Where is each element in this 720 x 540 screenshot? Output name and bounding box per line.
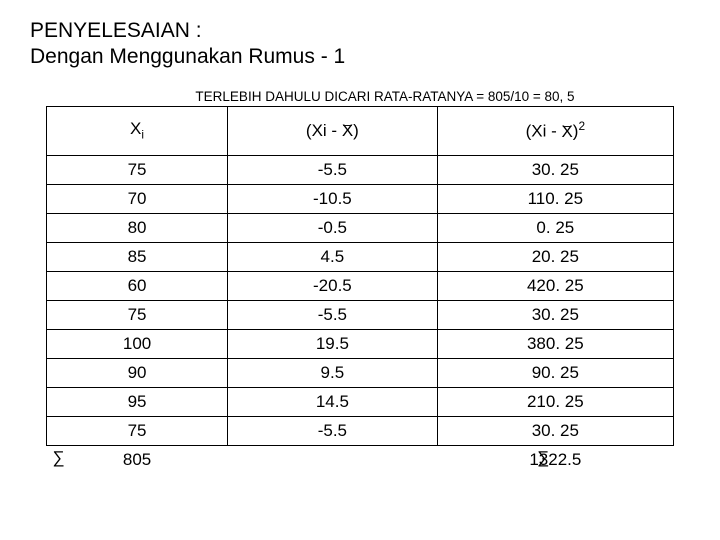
- cell-xi: 75: [47, 300, 228, 329]
- table-row: 70 -10.5 110. 25: [47, 184, 674, 213]
- cell-xi: 90: [47, 358, 228, 387]
- cell-squared: 20. 25: [437, 242, 673, 271]
- table-row: 85 4.5 20. 25: [47, 242, 674, 271]
- table-row: 90 9.5 90. 25: [47, 358, 674, 387]
- cell-deviation: -0.5: [228, 213, 438, 242]
- cell-squared: 30. 25: [437, 155, 673, 184]
- table-caption: TERLEBIH DAHULU DICARI RATA-RATANYA = 80…: [30, 89, 690, 104]
- col-header-squared: (Xi - _X)2: [437, 106, 673, 155]
- cell-deviation: 14.5: [228, 387, 438, 416]
- cell-xi: 60: [47, 271, 228, 300]
- table-row: 75 -5.5 30. 25: [47, 155, 674, 184]
- table-row: 80 -0.5 0. 25: [47, 213, 674, 242]
- cell-squared: 210. 25: [437, 387, 673, 416]
- cell-squared: 420. 25: [437, 271, 673, 300]
- cell-deviation: -5.5: [228, 300, 438, 329]
- sum-dev-cell: [228, 445, 438, 474]
- cell-deviation: -5.5: [228, 416, 438, 445]
- sigma-icon: ∑: [53, 448, 65, 468]
- col-header-xi: Xi: [47, 106, 228, 155]
- cell-deviation: -20.5: [228, 271, 438, 300]
- cell-squared: 90. 25: [437, 358, 673, 387]
- cell-deviation: -10.5: [228, 184, 438, 213]
- cell-xi: 100: [47, 329, 228, 358]
- cell-deviation: 4.5: [228, 242, 438, 271]
- table-row: 75 -5.5 30. 25: [47, 300, 674, 329]
- cell-squared: 30. 25: [437, 300, 673, 329]
- cell-squared: 30. 25: [437, 416, 673, 445]
- cell-deviation: -5.5: [228, 155, 438, 184]
- cell-xi: 85: [47, 242, 228, 271]
- heading-line2: Dengan Menggunakan Rumus - 1: [30, 44, 690, 70]
- sum-xi: 805: [123, 450, 151, 469]
- sum-xi-cell: ∑ 805: [47, 445, 228, 474]
- cell-squared: 380. 25: [437, 329, 673, 358]
- cell-xi: 80: [47, 213, 228, 242]
- sum-sq-cell: ∑ 1322.5: [437, 445, 673, 474]
- table-row: 60 -20.5 420. 25: [47, 271, 674, 300]
- cell-squared: 110. 25: [437, 184, 673, 213]
- cell-xi: 75: [47, 416, 228, 445]
- cell-xi: 95: [47, 387, 228, 416]
- cell-xi: 70: [47, 184, 228, 213]
- sigma-icon: ∑: [537, 448, 549, 468]
- cell-deviation: 9.5: [228, 358, 438, 387]
- cell-squared: 0. 25: [437, 213, 673, 242]
- heading-line1: PENYELESAIAN :: [30, 18, 690, 44]
- table-row: 75 -5.5 30. 25: [47, 416, 674, 445]
- table-row: 100 19.5 380. 25: [47, 329, 674, 358]
- table-row: 95 14.5 210. 25: [47, 387, 674, 416]
- cell-deviation: 19.5: [228, 329, 438, 358]
- stats-table: Xi (Xi - _X) (Xi - _X)2 75 -5.5 30. 25 7…: [46, 106, 674, 474]
- cell-xi: 75: [47, 155, 228, 184]
- col-header-deviation: (Xi - _X): [228, 106, 438, 155]
